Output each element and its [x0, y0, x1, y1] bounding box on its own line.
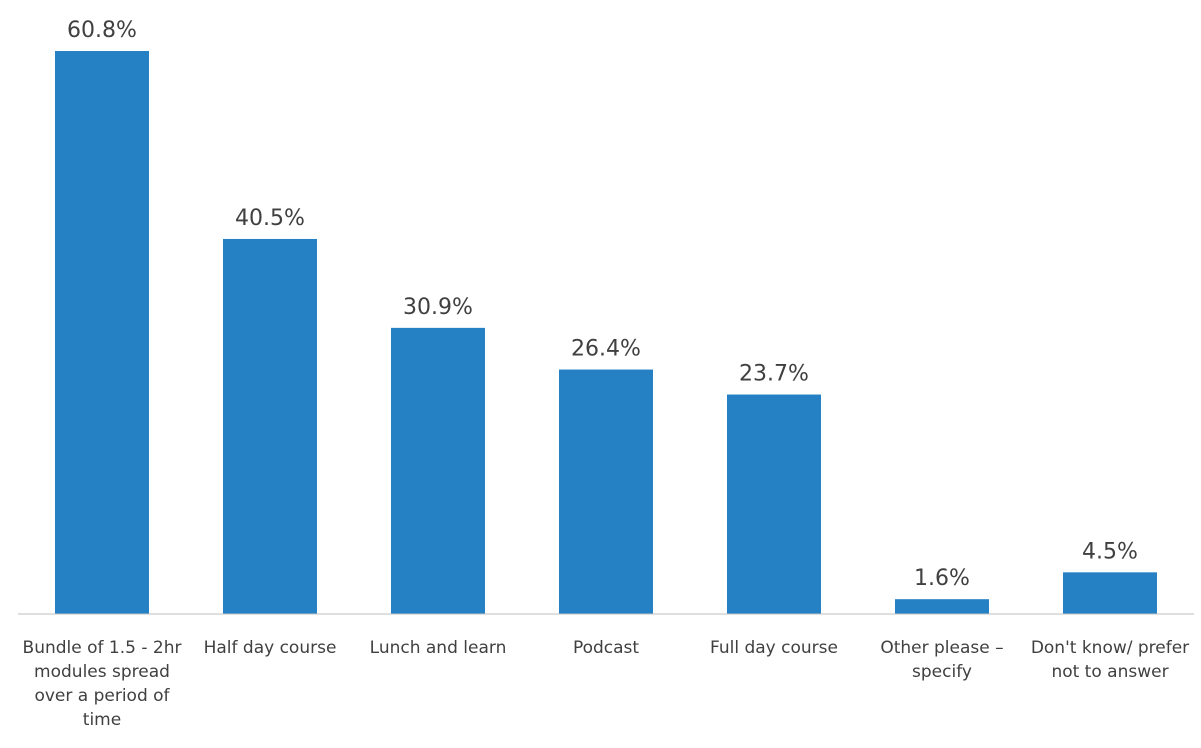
value-label: 1.6% [914, 566, 970, 591]
value-label: 40.5% [235, 206, 305, 231]
bar [727, 394, 821, 614]
bar [1063, 572, 1157, 614]
value-label: 23.7% [739, 362, 809, 387]
x-tick-label: Don't know/ prefer not to answer [1030, 638, 1190, 682]
x-tick-label: Full day course [710, 638, 838, 658]
x-tick-label: Podcast [572, 638, 640, 658]
x-tick-label: Half day course [203, 638, 337, 658]
bar [895, 599, 989, 614]
value-label: 30.9% [403, 295, 473, 320]
bar [559, 369, 653, 614]
value-label: 60.8% [67, 18, 137, 43]
x-tick-label: Other please – specify [880, 638, 1004, 682]
x-tick-label: Lunch and learn [369, 638, 507, 658]
value-label: 4.5% [1082, 539, 1138, 564]
x-tick-label: Bundle of 1.5 - 2hr modules spread over … [22, 638, 182, 730]
bar [391, 327, 485, 614]
bar [223, 238, 317, 614]
bar [55, 50, 149, 614]
value-label: 26.4% [571, 337, 641, 362]
